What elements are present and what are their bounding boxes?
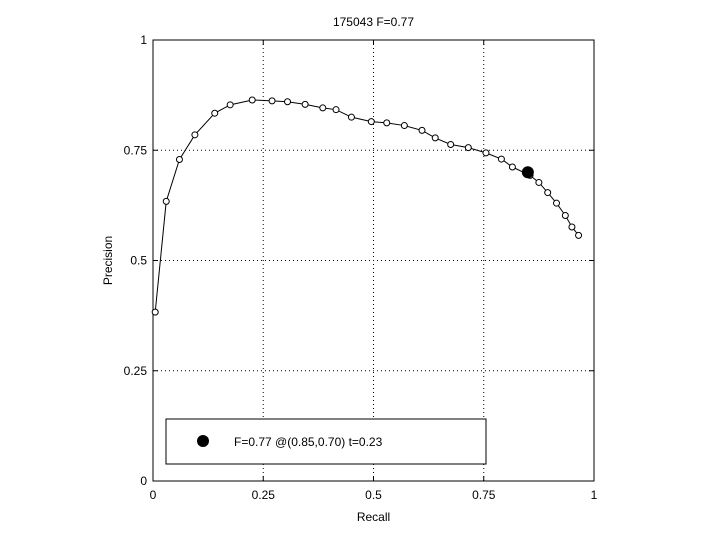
- pr-curve-point: [151, 308, 159, 316]
- legend: F=0.77 @(0.85,0.70) t=0.23: [165, 418, 487, 465]
- pr-curve-point: [497, 155, 505, 163]
- pr-curve-point: [248, 96, 256, 104]
- pr-curve-point: [508, 163, 516, 171]
- y-tick-label: 0.25: [124, 364, 148, 378]
- pr-curve-point: [284, 98, 292, 106]
- pr-curve-point: [175, 156, 183, 164]
- grid: [153, 40, 594, 481]
- pr-curve-point: [544, 189, 552, 197]
- pr-curve-point: [367, 118, 375, 126]
- pr-curve-point: [226, 101, 234, 109]
- pr-curve-point: [464, 144, 472, 152]
- pr-curve-point: [383, 119, 391, 127]
- y-tick-label: 0.75: [124, 143, 148, 157]
- legend-label: F=0.77 @(0.85,0.70) t=0.23: [234, 435, 383, 449]
- pr-curve-point: [268, 97, 276, 105]
- pr-curve-point: [418, 126, 426, 134]
- pr-curve-point: [162, 197, 170, 205]
- pr-curve-point: [400, 122, 408, 130]
- y-tick-label: 0.5: [130, 254, 147, 268]
- pr-curve-point: [447, 141, 455, 149]
- pr-curve-point: [211, 109, 219, 117]
- series-layer: [151, 96, 583, 316]
- pr-curve-point: [332, 106, 340, 114]
- pr-curve-point: [575, 231, 583, 239]
- x-tick-label: 1: [591, 488, 598, 502]
- y-tick-label: 0: [140, 474, 147, 488]
- y-tick-label: 1: [140, 33, 147, 47]
- best-f-point: [521, 166, 534, 179]
- x-tick-label: 0.25: [252, 488, 276, 502]
- legend-marker: [197, 435, 209, 447]
- pr-curve-point: [482, 149, 490, 157]
- pr-curve-point: [347, 113, 355, 121]
- pr-curve-point: [561, 212, 569, 220]
- legend-box: [165, 418, 487, 465]
- pr-curve-point: [431, 134, 439, 142]
- pr-curve-point: [568, 223, 576, 231]
- pr-curve-point: [553, 199, 561, 207]
- chart-title: 175043 F=0.77: [333, 15, 414, 29]
- pr-curve-point: [535, 178, 543, 186]
- pr-curve-point: [301, 100, 309, 108]
- x-tick-label: 0.75: [472, 488, 496, 502]
- x-axis-label: Recall: [357, 510, 390, 524]
- pr-curve-point: [191, 131, 199, 139]
- axis-ticks: 0 0.25 0.5 0.75 1 0 0.25 0.5 0.75 1: [124, 33, 598, 502]
- x-tick-label: 0: [150, 488, 157, 502]
- pr-curve-point: [319, 104, 327, 112]
- y-axis-label: Precision: [101, 236, 115, 285]
- x-tick-label: 0.5: [365, 488, 382, 502]
